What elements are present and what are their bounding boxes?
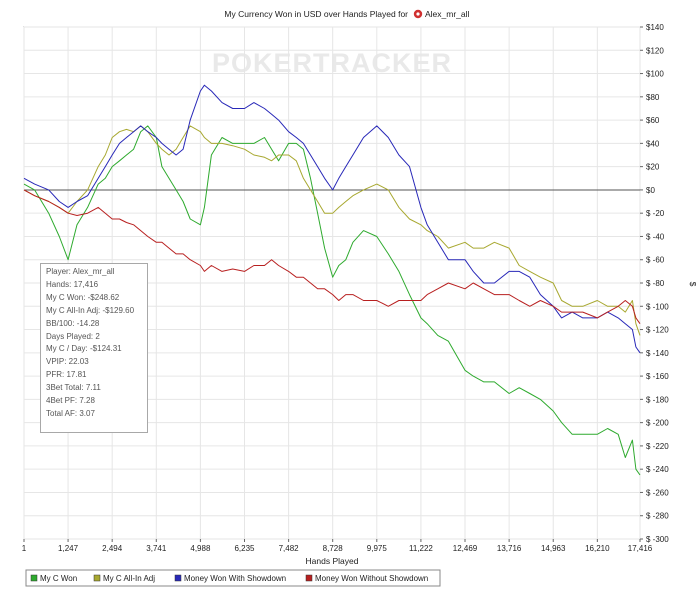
x-tick-label: 1 bbox=[22, 544, 27, 553]
y-tick-label: $ -260 bbox=[646, 488, 669, 497]
stat-pfr: PFR: 17.81 bbox=[46, 370, 87, 380]
y-tick-label: $120 bbox=[646, 46, 664, 55]
y-tick-label: $ -220 bbox=[646, 442, 669, 451]
x-tick-label: 9,975 bbox=[367, 544, 388, 553]
x-tick-label: 12,469 bbox=[453, 544, 478, 553]
series-line-money-won-with-showdown bbox=[23, 84, 641, 354]
y-tick-label: $0 bbox=[646, 186, 655, 195]
legend-swatch-my-c-won bbox=[30, 574, 38, 582]
y-tick-label: $ -80 bbox=[646, 279, 665, 288]
y-tick-label: $ -300 bbox=[646, 535, 669, 544]
y-tick-label: $ -280 bbox=[646, 512, 669, 521]
chart-title-player: Alex_mr_all bbox=[425, 9, 470, 19]
x-tick-label: 8,728 bbox=[323, 544, 344, 553]
y-tick-label: $40 bbox=[646, 139, 660, 148]
stat-all-in-adj: My C All-In Adj: -$129.60 bbox=[46, 305, 135, 315]
legend-label-my-c-won: My C Won bbox=[40, 574, 77, 583]
legend-label-my-c-all-in-adj: My C All-In Adj bbox=[103, 574, 155, 583]
y-tick-label: $20 bbox=[646, 163, 660, 172]
y-tick-label: $100 bbox=[646, 70, 664, 79]
x-tick-label: 14,963 bbox=[541, 544, 566, 553]
y-tick-label: $80 bbox=[646, 93, 660, 102]
stat-4bet: 4Bet PF: 7.28 bbox=[46, 396, 95, 406]
legend-label-money-won-with-showdown: Money Won With Showdown bbox=[184, 574, 286, 583]
stat-total-af: Total AF: 3.07 bbox=[46, 408, 95, 418]
x-axis-ticks: 1 1,247 2,494 3,741 4,988 6,235 7,482 8,728 9,97… bbox=[22, 539, 653, 553]
stat-bb100: BB/100: -14.28 bbox=[46, 318, 100, 328]
x-tick-label: 2,494 bbox=[102, 544, 123, 553]
series-line-money-won-without-showdown bbox=[23, 189, 641, 324]
legend-box bbox=[25, 569, 441, 587]
legend-swatch-money-won-without-showdown bbox=[305, 574, 313, 582]
x-tick-label: 1,247 bbox=[58, 544, 79, 553]
y-tick-label: $ -180 bbox=[646, 395, 669, 404]
stats-box: Player: Alex_mr_all Hands: 17,416 My C W… bbox=[40, 263, 148, 433]
series-line-my-c-won bbox=[23, 125, 641, 476]
stat-my-c-won: My C Won: -$248.62 bbox=[46, 292, 120, 302]
x-tick-label: 13,716 bbox=[497, 544, 522, 553]
stat-hands: Hands: 17,416 bbox=[46, 279, 99, 289]
series-line-my-c-all-in-adj bbox=[23, 125, 641, 336]
legend-swatch-money-won-with-showdown bbox=[174, 574, 182, 582]
y-tick-label: $ -140 bbox=[646, 349, 669, 358]
y-tick-label: $ -120 bbox=[646, 326, 669, 335]
x-tick-label: 6,235 bbox=[234, 544, 255, 553]
x-tick-label: 4,988 bbox=[190, 544, 211, 553]
y-tick-label: $ -20 bbox=[646, 209, 665, 218]
player-chip-icon bbox=[413, 9, 423, 19]
stat-3bet: 3Bet Total: 7.11 bbox=[46, 383, 101, 393]
y-tick-label: $60 bbox=[646, 116, 660, 125]
x-axis-label: Hands Played bbox=[306, 556, 359, 566]
y-tick-label: $ -100 bbox=[646, 302, 669, 311]
x-tick-label: 3,741 bbox=[146, 544, 167, 553]
y-tick-label: $ -60 bbox=[646, 256, 665, 265]
legend: My C Won My C All-In Adj Money Won With Sh… bbox=[30, 574, 428, 583]
x-tick-label: 7,482 bbox=[279, 544, 300, 553]
stat-vpip: VPIP: 22.03 bbox=[46, 357, 89, 367]
stat-per-day: My C / Day: -$124.31 bbox=[46, 344, 122, 354]
stat-player: Player: Alex_mr_all bbox=[46, 267, 115, 276]
y-tick-label: $ -40 bbox=[646, 232, 665, 241]
y-tick-label: $ -200 bbox=[646, 419, 669, 428]
legend-label-money-won-without-showdown: Money Won Without Showdown bbox=[315, 574, 428, 583]
y-axis-ticks: $140 $120 $100 $80 $60 $40 $20 $0 $ -20 $ -40 $ -6… bbox=[640, 23, 669, 544]
y-tick-label: $ -240 bbox=[646, 465, 669, 474]
y-tick-label: $140 bbox=[646, 23, 664, 32]
x-tick-label: 17,416 bbox=[628, 544, 653, 553]
y-tick-label: $ -160 bbox=[646, 372, 669, 381]
x-tick-label: 16,210 bbox=[585, 544, 610, 553]
x-tick-label: 11,222 bbox=[409, 544, 433, 553]
legend-swatch-my-c-all-in-adj bbox=[93, 574, 101, 582]
stat-days-played: Days Played: 2 bbox=[46, 331, 100, 341]
chart-title: My Currency Won in USD over Hands Played… bbox=[224, 9, 408, 19]
series-lines bbox=[23, 84, 641, 476]
y-axis-label: $ bbox=[688, 282, 698, 287]
watermark: POKERTRACKER bbox=[212, 48, 452, 78]
